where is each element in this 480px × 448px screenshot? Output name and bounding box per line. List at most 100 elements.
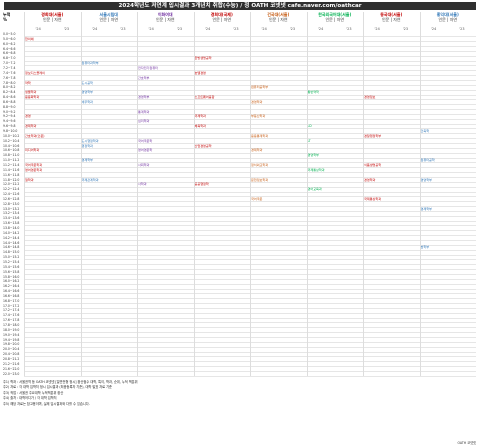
percentile-row-label: 14.8~15.0 xyxy=(3,250,20,255)
department-entry: 응용화학과 xyxy=(25,95,40,100)
percentile-row-label: 19.4~19.8 xyxy=(3,337,20,342)
department-entry: 경제학부 xyxy=(81,158,93,163)
department-entry: LT xyxy=(307,138,311,143)
university-track: 인문 | 자연 xyxy=(99,17,119,22)
percentile-row-label: 16.2~16.4 xyxy=(3,284,20,289)
note-line: 주4) 출처 : 대학어디가 / 각 대학 입학처 xyxy=(3,396,57,401)
percentile-row-label: 15.2~15.4 xyxy=(3,259,20,264)
percentile-row-label: 17.6~17.8 xyxy=(3,318,20,323)
department-entry: 약학 xyxy=(25,80,31,85)
department-entry: 영어영문학과 xyxy=(25,167,43,172)
percentile-row-label: 11.6~11.8 xyxy=(3,172,20,177)
department-entry: 부동산학과 xyxy=(251,114,266,119)
percentile-row-label: 12.2~12.4 xyxy=(3,187,20,192)
department-entry: 경영학부 xyxy=(138,95,150,100)
percentile-row-label: 7.8~8.0 xyxy=(3,80,16,85)
column-divider xyxy=(419,12,421,377)
university-track: 인문 | 자연 xyxy=(155,17,175,22)
percentile-row-label: 6.0~6.2 xyxy=(3,41,16,46)
percentile-row-label: 15.6~15.8 xyxy=(3,269,20,274)
percentile-row-label: 0.0~5.0 xyxy=(3,32,16,36)
university-name: 이화여대 xyxy=(157,12,173,17)
percentile-row-label: 10.8~11.0 xyxy=(3,153,20,158)
department-entry: 통번역학 xyxy=(307,90,319,95)
column-divider xyxy=(250,12,251,377)
percentile-row-label: 12.6~12.8 xyxy=(3,196,20,201)
percentile-row-label: 6.8~7.0 xyxy=(3,56,16,61)
department-entry: 법학부 xyxy=(420,245,430,250)
year-column-header: '24 xyxy=(374,27,380,31)
percentile-row-label: 7.2~7.4 xyxy=(3,65,16,70)
department-entry: 경영학과 xyxy=(251,99,263,104)
percentile-row-label: 8.2~8.4 xyxy=(3,90,16,95)
percentile-row-label: 11.4~11.6 xyxy=(3,167,20,172)
university-header: 홍익대(서울) 인문 | 자연 xyxy=(420,12,477,22)
department-entry: 도시행정학과 xyxy=(81,138,99,143)
percentile-row-label: 21.2~21.6 xyxy=(3,361,20,366)
percentile-row-label: 13.0~13.2 xyxy=(3,206,20,211)
corner-header: 누적% xyxy=(3,12,10,22)
department-entry: 컴퓨터공학 xyxy=(420,158,435,163)
percentile-row-label: 10.0~10.2 xyxy=(3,133,20,138)
percentile-row-label: 7.6~7.8 xyxy=(3,75,16,80)
year-column-header: '24 xyxy=(205,27,211,31)
department-entry: 경영학과 xyxy=(364,177,376,182)
percentile-row-label: 9.2~9.4 xyxy=(3,114,16,119)
percentile-row-label: 13.8~14.0 xyxy=(3,226,20,230)
department-entry: 통계학과 xyxy=(138,109,150,114)
percentile-row-label: 19.8~20.0 xyxy=(3,342,20,347)
department-entry: 체육학과 xyxy=(194,124,206,129)
department-entry: 국제관계학과 xyxy=(81,177,99,182)
department-entry: 국제통상학과 xyxy=(307,167,325,172)
department-entry: 경영학부 xyxy=(81,90,93,95)
year-column-header: '24 xyxy=(261,27,267,31)
column-divider xyxy=(193,12,195,377)
university-header: 동국대(서울) 인문 | 자연 xyxy=(363,12,420,22)
department-entry: 심리학과 xyxy=(138,119,150,124)
percentile-row-label: 5.0~6.0 xyxy=(3,36,16,41)
percentile-row-label: 11.2~11.4 xyxy=(3,162,20,167)
university-name: 서울시립대 xyxy=(99,12,118,17)
department-entry: 정치외교학과 xyxy=(251,162,269,167)
column-divider xyxy=(24,12,25,377)
year-column-header: '23 xyxy=(233,27,239,31)
department-entry: 생물학과 xyxy=(25,90,37,95)
department-entry: 사학과 xyxy=(138,182,147,187)
column-divider xyxy=(80,12,82,377)
percentile-row-label: 10.4~10.6 xyxy=(3,143,20,148)
university-header: 서울시립대 인문 | 자연 xyxy=(81,12,138,22)
percentile-row-label: 6.6~6.8 xyxy=(3,51,16,56)
department-entry: 응용통계학과 xyxy=(251,133,269,138)
department-entry: 행정학과 xyxy=(81,143,93,148)
year-column-header: '23 xyxy=(346,27,352,31)
percentile-row-label: 9.8~10.0 xyxy=(3,129,18,133)
percentile-row-label: 6.4~6.6 xyxy=(3,46,16,51)
university-header: 건국대(서울) 인문 | 자연 xyxy=(250,12,307,22)
percentile-row-label: 7.0~7.2 xyxy=(3,61,16,66)
year-column-header: '23 xyxy=(120,27,126,31)
year-column-header: '23 xyxy=(289,27,295,31)
department-entry: 식품생명공학 xyxy=(364,162,382,167)
university-track: 인문 | 자연 xyxy=(438,17,458,22)
department-entry: 경찰행정학부 xyxy=(364,133,382,138)
department-entry: 영어교육과 xyxy=(307,187,322,192)
percentile-row-label: 13.4~13.6 xyxy=(3,216,20,221)
year-column-header: '24 xyxy=(35,27,41,31)
percentile-row-label: 17.2~17.4 xyxy=(3,308,20,313)
department-entry: 국어국문 xyxy=(251,196,263,201)
department-entry: 문헌정보학과 xyxy=(251,177,269,182)
percentile-row-label: 17.0~17.2 xyxy=(3,303,20,308)
department-entry: 경영정보 xyxy=(364,95,376,100)
university-name: 건국대(서울) xyxy=(267,12,290,17)
percentile-row-label: 16.4~16.6 xyxy=(3,289,20,294)
percentile-row-label: 15.8~16.0 xyxy=(3,274,20,279)
department-entry: 한의예 xyxy=(25,36,34,41)
university-name: 동국대(서울) xyxy=(380,12,403,17)
percentile-row-label: 14.0~14.2 xyxy=(3,230,20,235)
percentile-row-label: 8.0~8.2 xyxy=(3,85,16,90)
percentile-row-label: 15.4~15.6 xyxy=(3,264,20,269)
corner-label: 누적 xyxy=(3,12,11,17)
page-title: 2024학년도 저연계 입시결과 3개년치 취합(수능) / 정 OATH 코넷… xyxy=(4,2,476,10)
university-track: 인문 | 자연 xyxy=(212,17,232,22)
